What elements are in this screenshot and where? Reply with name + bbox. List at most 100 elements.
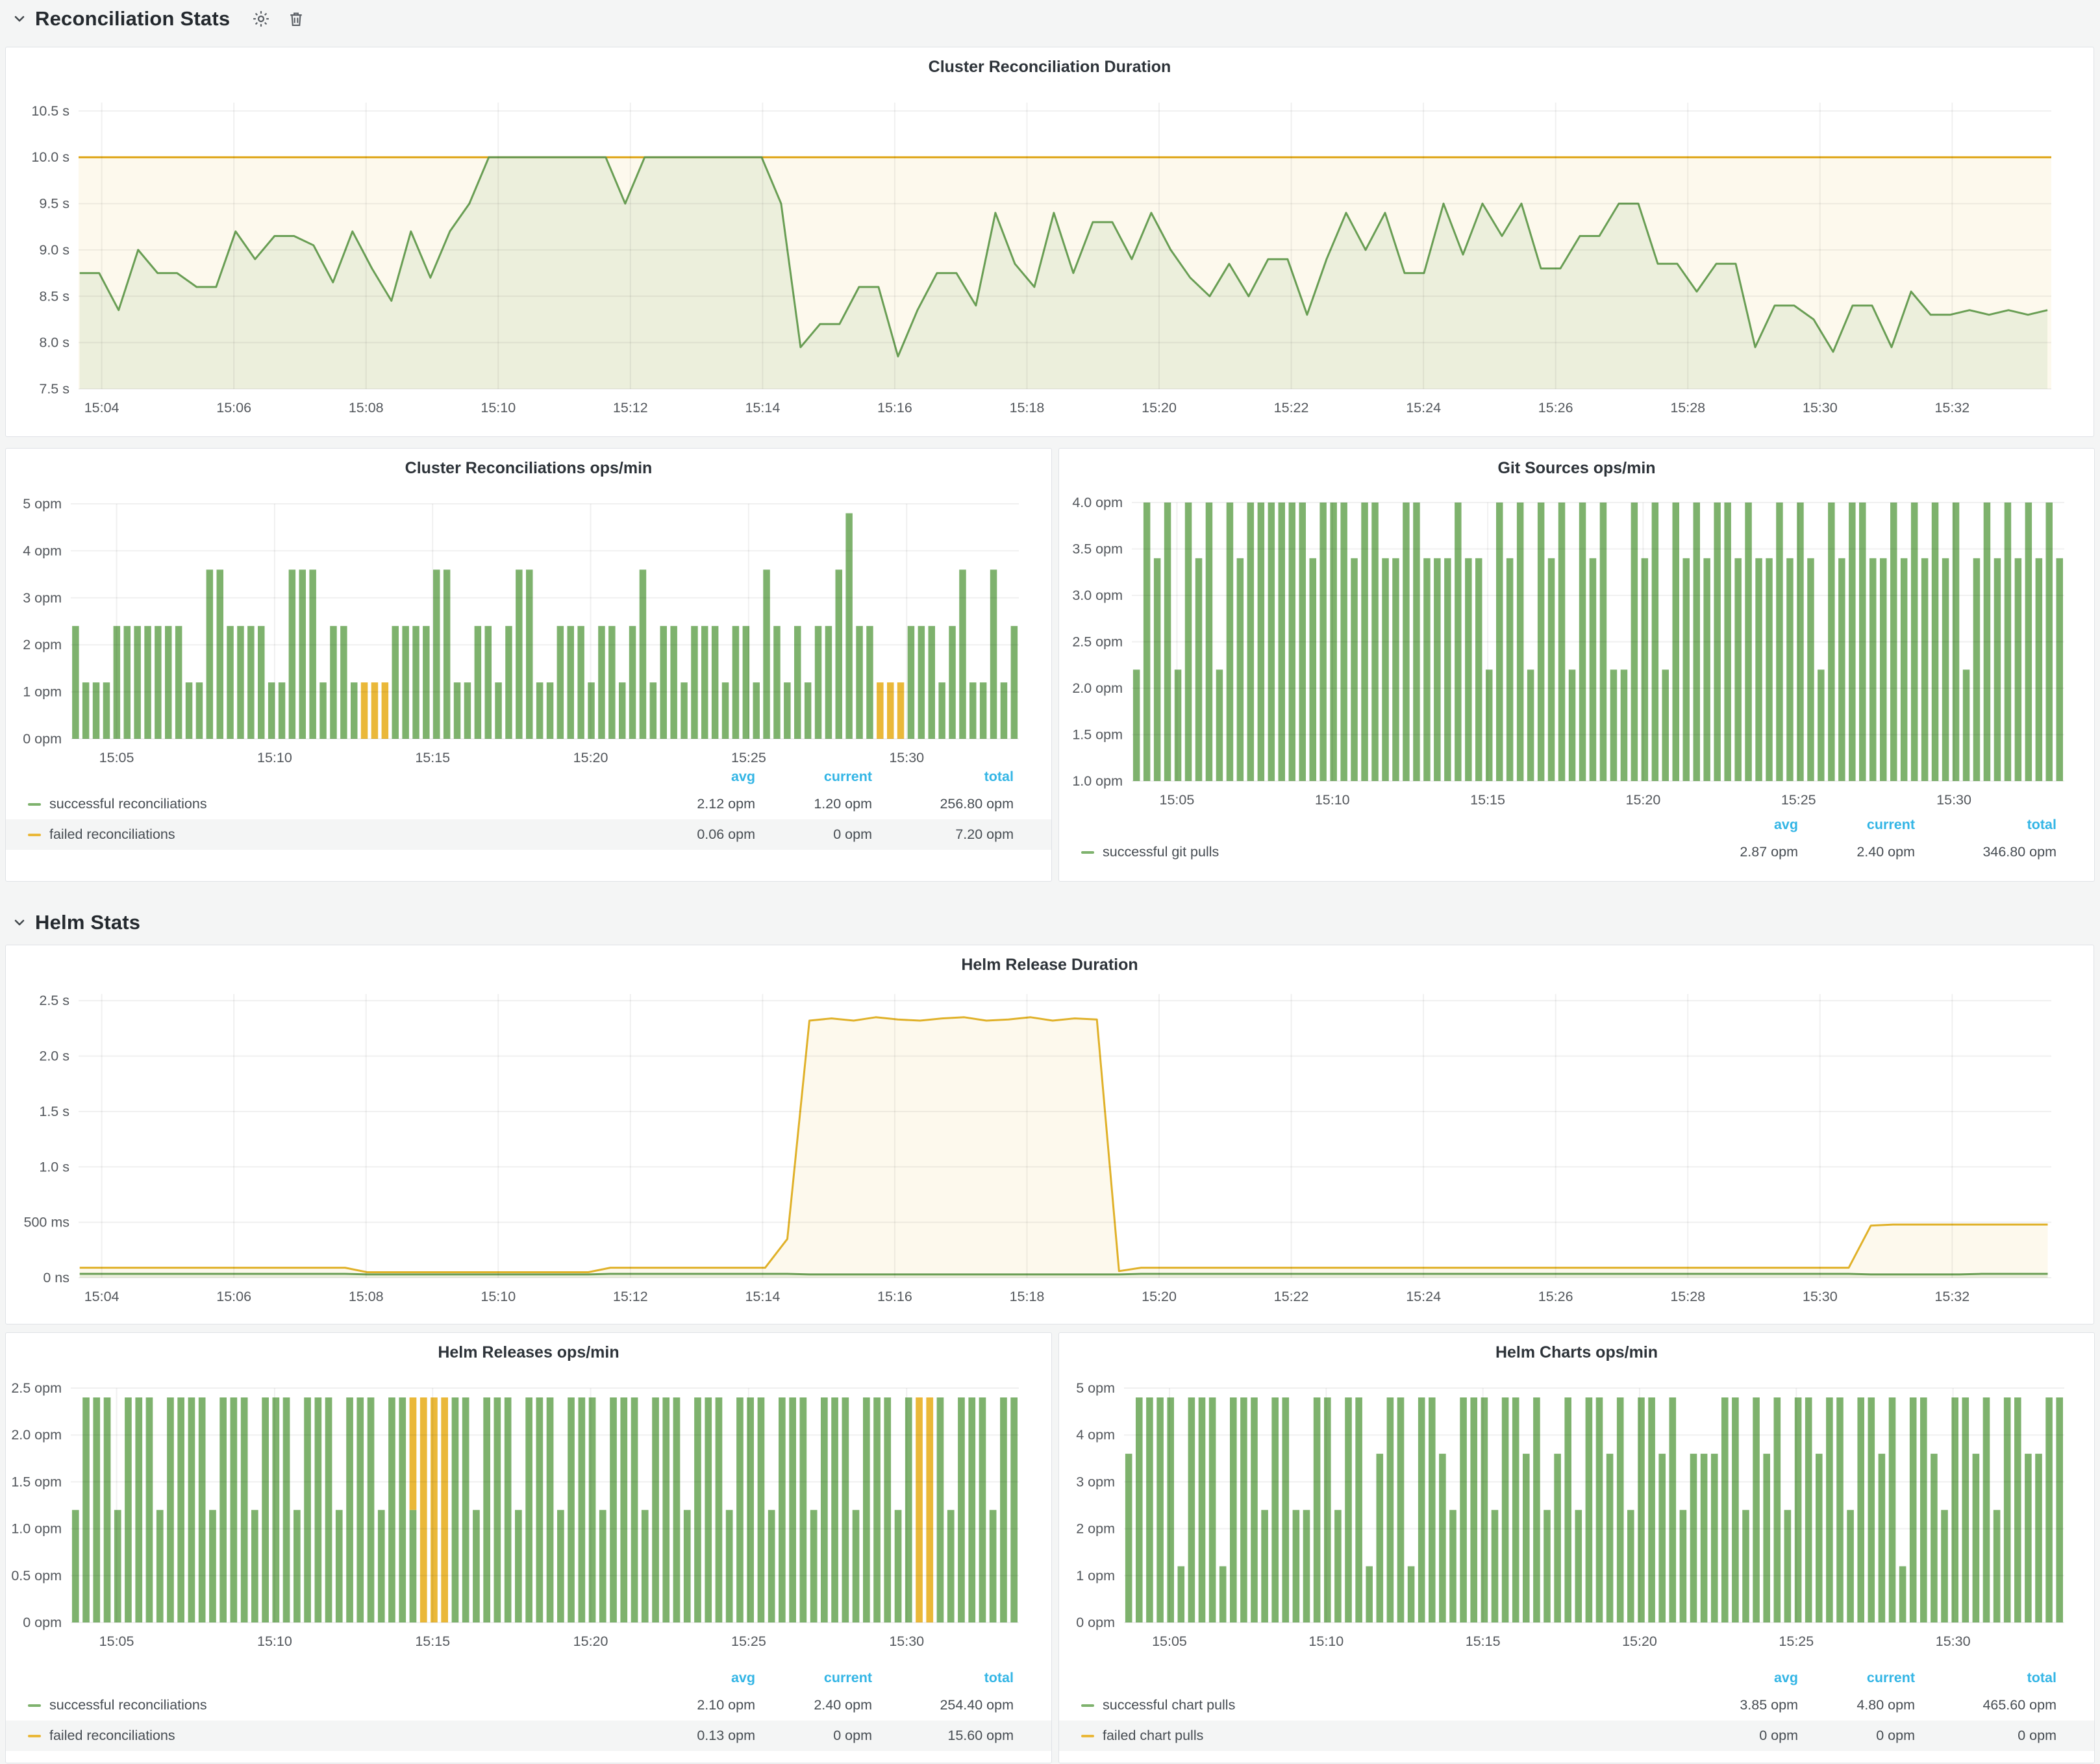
series-label[interactable]: failed chart pulls <box>1103 1728 1204 1743</box>
legend-sort-current[interactable]: current <box>1866 816 1915 832</box>
panel-title[interactable]: Helm Charts ops/min <box>1495 1343 1658 1361</box>
svg-text:15:10: 15:10 <box>257 750 292 765</box>
svg-text:15:30: 15:30 <box>889 1634 924 1649</box>
series-total: 15.60 opm <box>947 1728 1014 1743</box>
svg-text:3.5 opm: 3.5 opm <box>1072 541 1123 557</box>
legend: avg current total successful reconciliation… <box>6 764 1051 850</box>
legend: avg current total successful reconciliation… <box>6 1665 1051 1751</box>
legend-sort-total[interactable]: total <box>2027 1669 2056 1685</box>
svg-text:5 opm: 5 opm <box>23 496 62 512</box>
svg-text:15:05: 15:05 <box>99 1634 134 1649</box>
series-color-swatch <box>28 1704 41 1707</box>
svg-text:15:30: 15:30 <box>1936 1634 1971 1649</box>
legend-sort-current[interactable]: current <box>1866 1669 1915 1685</box>
svg-text:15:10: 15:10 <box>257 1634 292 1649</box>
panel-cluster-reconciliation-duration: Cluster Reconciliation Duration 7.5 s 8.0… <box>5 47 2094 437</box>
series-color-swatch <box>28 802 41 806</box>
series-current: 0 opm <box>833 826 872 842</box>
svg-text:9.0 s: 9.0 s <box>39 242 69 258</box>
panel-title[interactable]: Git Sources ops/min <box>1497 459 1656 477</box>
svg-text:5 opm: 5 opm <box>1076 1380 1115 1396</box>
legend-item-failed-reconciliations: failed reconciliations 0.06 opm 0 opm 7.20 … <box>6 819 1051 850</box>
legend-item-successful-reconciliations: successful reconciliations 2.12 opm 1.20 o… <box>6 789 1051 819</box>
svg-text:0.5 opm: 0.5 opm <box>11 1568 62 1584</box>
series-avg: 0 opm <box>1759 1728 1798 1743</box>
series-label[interactable]: successful reconciliations <box>49 796 207 812</box>
chevron-down-icon[interactable] <box>12 915 27 930</box>
series-avg: 2.10 opm <box>697 1697 755 1713</box>
cluster-reconciliation-duration-chart[interactable]: 7.5 s 8.0 s 8.5 s 9.0 s 9.5 s 10.0 s 10.5 s 15:… <box>6 47 2095 438</box>
svg-text:15:16: 15:16 <box>877 1289 912 1304</box>
svg-text:0 opm: 0 opm <box>23 1615 62 1630</box>
svg-text:1.0 opm: 1.0 opm <box>11 1521 62 1537</box>
trash-icon[interactable] <box>283 6 309 32</box>
legend-header-row: avg current total <box>1059 812 2094 837</box>
legend: avg current total successful chart pulls 3.8… <box>1059 1665 2094 1751</box>
series-color-swatch <box>1081 1704 1094 1707</box>
svg-text:1.0 opm: 1.0 opm <box>1072 773 1123 789</box>
svg-text:15:04: 15:04 <box>84 400 119 416</box>
section-title[interactable]: Reconciliation Stats <box>35 7 231 30</box>
series-label[interactable]: failed reconciliations <box>49 1728 175 1743</box>
svg-text:15:18: 15:18 <box>1010 1289 1045 1304</box>
helm-release-duration-chart[interactable]: 0 ns 500 ms 1.0 s 1.5 s 2.0 s 2.5 s 15:04 15:06… <box>6 945 2095 1325</box>
svg-text:15:05: 15:05 <box>99 750 134 765</box>
svg-text:1.5 s: 1.5 s <box>39 1104 69 1119</box>
series-color-swatch <box>1081 1734 1094 1737</box>
legend-item-successful-reconciliations: successful reconciliations 2.10 opm 2.40 o… <box>6 1690 1051 1721</box>
legend-sort-total[interactable]: total <box>984 768 1014 784</box>
legend-sort-total[interactable]: total <box>984 1669 1014 1685</box>
svg-text:15:32: 15:32 <box>1934 400 1969 416</box>
cluster-reconciliations-chart[interactable]: 0 opm 1 opm 2 opm 3 opm 4 opm 5 opm 15:05 15:10… <box>6 449 1053 882</box>
legend-sort-avg[interactable]: avg <box>1773 1669 1798 1685</box>
series-color-swatch <box>28 1734 41 1737</box>
legend-sort-avg[interactable]: avg <box>731 1669 755 1685</box>
legend-sort-current[interactable]: current <box>823 1669 872 1685</box>
panel-title[interactable]: Cluster Reconciliation Duration <box>928 58 1171 76</box>
svg-text:2 opm: 2 opm <box>1076 1521 1115 1537</box>
helm-charts-chart[interactable]: 0 opm 1 opm 2 opm 3 opm 4 opm 5 opm 15:05 15:10… <box>1059 1333 2095 1764</box>
svg-text:3 opm: 3 opm <box>23 590 62 606</box>
legend-sort-avg[interactable]: avg <box>731 768 755 784</box>
series-label[interactable]: successful git pulls <box>1103 844 1219 860</box>
panel-title[interactable]: Helm Releases ops/min <box>438 1343 619 1361</box>
svg-text:500 ms: 500 ms <box>23 1215 69 1230</box>
panel-git-sources-opm: Git Sources ops/min 1.0 opm 1.5 opm 2.0 op… <box>1058 448 2095 882</box>
legend: avg current total successful git pulls 2.87 … <box>1059 812 2094 867</box>
helm-releases-chart[interactable]: 0 opm 0.5 opm 1.0 opm 1.5 opm 2.0 opm 2.5 opm… <box>6 1333 1053 1764</box>
svg-text:15:08: 15:08 <box>349 1289 384 1304</box>
series-label[interactable]: successful chart pulls <box>1103 1697 1236 1713</box>
panel-cluster-reconciliations-opm: Cluster Reconciliations ops/min 0 opm 1 o… <box>5 448 1052 882</box>
svg-text:15:24: 15:24 <box>1406 400 1441 416</box>
panel-title[interactable]: Cluster Reconciliations ops/min <box>405 459 653 477</box>
svg-text:7.5 s: 7.5 s <box>39 381 69 397</box>
chevron-down-icon[interactable] <box>12 11 27 27</box>
section-title[interactable]: Helm Stats <box>35 911 141 934</box>
svg-text:15:22: 15:22 <box>1274 1289 1309 1304</box>
series-current: 2.40 opm <box>814 1697 872 1713</box>
legend-sort-total[interactable]: total <box>2027 816 2056 832</box>
panel-title[interactable]: Helm Release Duration <box>961 956 1138 974</box>
svg-text:15:26: 15:26 <box>1538 400 1573 416</box>
row-header-helm-stats[interactable]: Helm Stats <box>0 904 2100 941</box>
svg-text:2.0 opm: 2.0 opm <box>11 1427 62 1443</box>
series-color-swatch <box>1081 851 1094 854</box>
row-header-reconciliation-stats[interactable]: Reconciliation Stats <box>0 0 2100 38</box>
series-current: 2.40 opm <box>1856 844 1915 860</box>
svg-text:4.0 opm: 4.0 opm <box>1072 495 1123 510</box>
svg-text:15:25: 15:25 <box>1779 1634 1814 1649</box>
series-color-swatch <box>28 833 41 836</box>
git-sources-chart[interactable]: 1.0 opm 1.5 opm 2.0 opm 2.5 opm 3.0 opm 3.5 o… <box>1059 449 2095 882</box>
svg-text:15:10: 15:10 <box>481 1289 516 1304</box>
svg-text:4 opm: 4 opm <box>1076 1427 1115 1443</box>
legend-sort-current[interactable]: current <box>823 768 872 784</box>
legend-sort-avg[interactable]: avg <box>1773 816 1798 832</box>
series-avg: 2.87 opm <box>1740 844 1798 860</box>
series-label[interactable]: failed reconciliations <box>49 826 175 842</box>
svg-text:15:24: 15:24 <box>1406 1289 1441 1304</box>
series-total: 256.80 opm <box>940 796 1014 812</box>
svg-text:15:30: 15:30 <box>1936 792 1971 808</box>
svg-text:15:20: 15:20 <box>1142 400 1177 416</box>
series-label[interactable]: successful reconciliations <box>49 1697 207 1713</box>
gear-icon[interactable] <box>248 6 274 32</box>
